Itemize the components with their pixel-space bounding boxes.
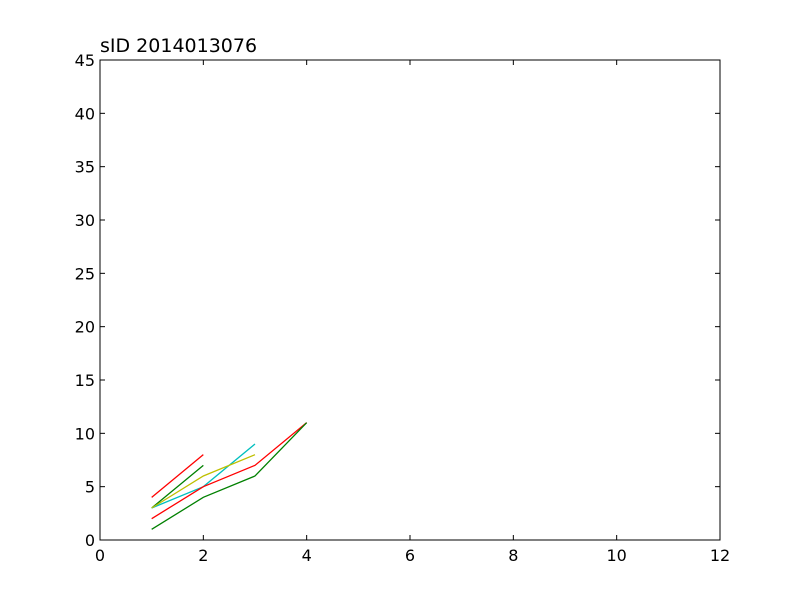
x-tick-label: 2 bbox=[198, 546, 208, 565]
y-tick-label: 45 bbox=[75, 51, 95, 70]
y-tick-label: 0 bbox=[85, 531, 95, 550]
axis-ticks: 0 2 4 6 8 10 12 0 5 10 15 20 25 30 35 40 45 bbox=[75, 51, 731, 565]
series-line-4 bbox=[151, 454, 256, 509]
x-tick-label: 12 bbox=[710, 546, 730, 565]
x-tick-label: 10 bbox=[606, 546, 626, 565]
x-tick-label: 4 bbox=[302, 546, 312, 565]
chart-title: sID 2014013076 bbox=[100, 35, 257, 57]
y-tick-label: 35 bbox=[75, 158, 95, 177]
y-tick-label: 5 bbox=[85, 478, 95, 497]
series-line-2 bbox=[151, 464, 204, 509]
y-tick-label: 10 bbox=[75, 424, 95, 443]
x-tick-label: 0 bbox=[95, 546, 105, 565]
series-line-5 bbox=[151, 422, 308, 520]
x-tick-label: 6 bbox=[405, 546, 415, 565]
y-tick-label: 20 bbox=[75, 318, 95, 337]
y-tick-label: 40 bbox=[75, 104, 95, 123]
series-line-6 bbox=[151, 422, 308, 530]
y-tick-label: 25 bbox=[75, 264, 95, 283]
series-layer bbox=[151, 422, 308, 530]
y-tick-label: 15 bbox=[75, 371, 95, 390]
y-tick-label: 30 bbox=[75, 211, 95, 230]
x-tick-label: 8 bbox=[508, 546, 518, 565]
series-line-1 bbox=[151, 454, 204, 498]
